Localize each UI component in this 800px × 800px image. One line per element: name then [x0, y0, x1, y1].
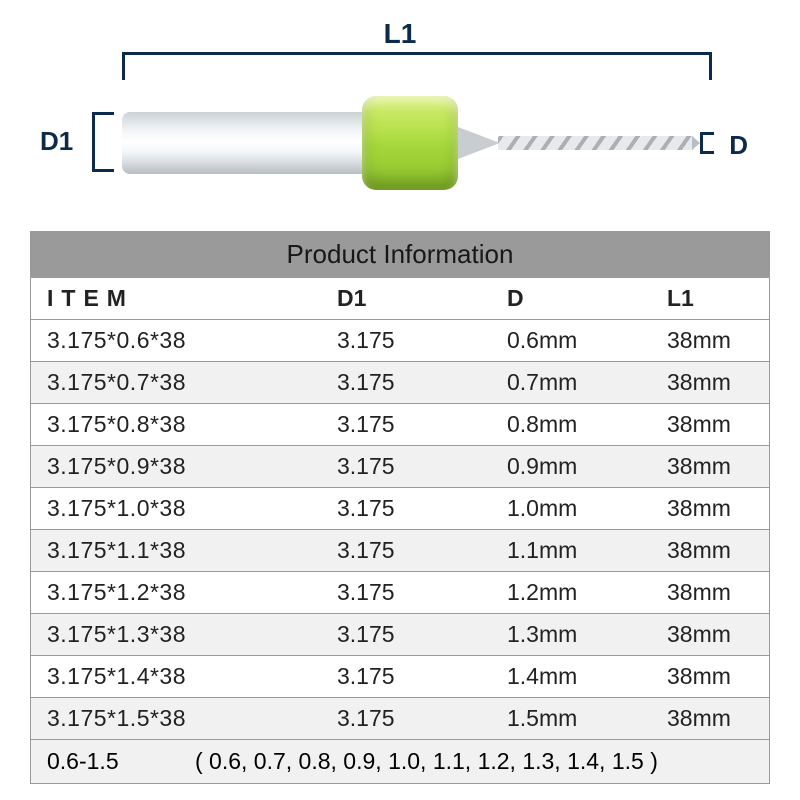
cell: 1.5mm — [491, 698, 651, 739]
label-l1: L1 — [30, 18, 770, 50]
cell: 1.3mm — [491, 614, 651, 655]
cell: 1.4mm — [491, 656, 651, 697]
cell: 3.175 — [321, 572, 491, 613]
col-d1: D1 — [321, 278, 491, 319]
table-row: 3.175*1.4*383.1751.4mm38mm — [31, 656, 769, 698]
cell: 3.175 — [321, 614, 491, 655]
table-row: 3.175*1.3*383.1751.3mm38mm — [31, 614, 769, 656]
table-row: 3.175*0.8*383.1750.8mm38mm — [31, 404, 769, 446]
cell: 3.175*0.6*38 — [31, 320, 321, 361]
cell: 3.175 — [321, 488, 491, 529]
bracket-l1 — [122, 52, 712, 64]
cell: 1.2mm — [491, 572, 651, 613]
dimension-diagram: L1 D1 D — [30, 18, 770, 223]
cell: 38mm — [651, 362, 769, 403]
cell: 3.175 — [321, 446, 491, 487]
table-body: 3.175*0.6*383.1750.6mm38mm3.175*0.7*383.… — [31, 320, 769, 740]
bit-neck — [458, 127, 500, 159]
cell: 3.175 — [321, 530, 491, 571]
cell: 3.175*1.3*38 — [31, 614, 321, 655]
cell: 3.175*0.7*38 — [31, 362, 321, 403]
cell: 38mm — [651, 656, 769, 697]
footer-list: ( 0.6, 0.7, 0.8, 0.9, 1.0, 1.1, 1.2, 1.3… — [179, 740, 769, 783]
table-row: 3.175*1.1*383.1751.1mm38mm — [31, 530, 769, 572]
product-info-table: Product Information ITEM D1 D L1 3.175*0… — [30, 231, 770, 784]
cell: 38mm — [651, 446, 769, 487]
label-d: D — [729, 130, 748, 161]
bit-shank — [122, 112, 372, 174]
bracket-d1 — [92, 112, 114, 172]
table-row: 3.175*1.2*383.1751.2mm38mm — [31, 572, 769, 614]
cell: 3.175 — [321, 404, 491, 445]
cell: 3.175*1.4*38 — [31, 656, 321, 697]
table-title: Product Information — [31, 232, 769, 278]
cell: 38mm — [651, 488, 769, 529]
cell: 3.175*1.1*38 — [31, 530, 321, 571]
col-d: D — [491, 278, 651, 319]
drill-bit-illustration — [122, 112, 694, 174]
table-row: 3.175*0.7*383.1750.7mm38mm — [31, 362, 769, 404]
table-row: 3.175*1.0*383.1751.0mm38mm — [31, 488, 769, 530]
cell: 3.175*0.8*38 — [31, 404, 321, 445]
table-row: 3.175*1.5*383.1751.5mm38mm — [31, 698, 769, 740]
cell: 38mm — [651, 530, 769, 571]
label-d1: D1 — [40, 126, 73, 157]
cell: 38mm — [651, 572, 769, 613]
cell: 1.1mm — [491, 530, 651, 571]
bracket-d — [700, 132, 714, 154]
cell: 38mm — [651, 614, 769, 655]
bit-collar — [362, 96, 458, 190]
bit-flute — [498, 136, 694, 150]
cell: 0.9mm — [491, 446, 651, 487]
cell: 3.175*1.5*38 — [31, 698, 321, 739]
footer-range: 0.6-1.5 — [31, 740, 179, 783]
cell: 3.175*0.9*38 — [31, 446, 321, 487]
table-footer-row: 0.6-1.5 ( 0.6, 0.7, 0.8, 0.9, 1.0, 1.1, … — [31, 740, 769, 784]
col-l1: L1 — [651, 278, 769, 319]
cell: 1.0mm — [491, 488, 651, 529]
cell: 0.8mm — [491, 404, 651, 445]
cell: 3.175 — [321, 698, 491, 739]
cell: 3.175 — [321, 362, 491, 403]
cell: 0.6mm — [491, 320, 651, 361]
table-row: 3.175*0.9*383.1750.9mm38mm — [31, 446, 769, 488]
bit-tip — [692, 136, 700, 150]
table-header-row: ITEM D1 D L1 — [31, 278, 769, 320]
cell: 38mm — [651, 698, 769, 739]
cell: 3.175*1.0*38 — [31, 488, 321, 529]
cell: 0.7mm — [491, 362, 651, 403]
table-row: 3.175*0.6*383.1750.6mm38mm — [31, 320, 769, 362]
cell: 3.175 — [321, 320, 491, 361]
cell: 38mm — [651, 404, 769, 445]
cell: 3.175*1.2*38 — [31, 572, 321, 613]
cell: 3.175 — [321, 656, 491, 697]
cell: 38mm — [651, 320, 769, 361]
col-item: ITEM — [31, 278, 321, 319]
